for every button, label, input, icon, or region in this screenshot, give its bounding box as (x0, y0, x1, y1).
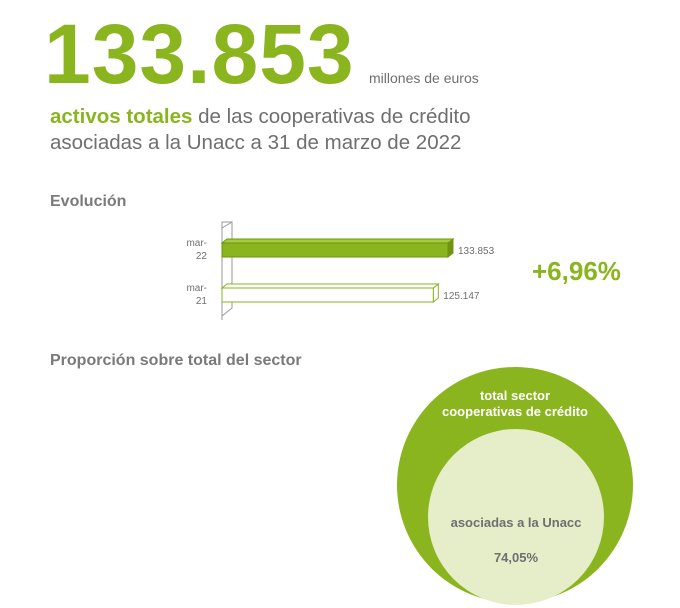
outer-label-line1: total sector (480, 388, 550, 403)
data-label-mar-22: 133.853 (458, 246, 495, 257)
bar-top-mar-22 (220, 238, 455, 244)
evolucion-title: Evolución (50, 193, 127, 210)
axis-top-edge (221, 221, 233, 229)
evolucion-change: +6,96% (532, 256, 621, 286)
evolucion-chart: 133.853 mar- 22 125.147 mar- 21 (186, 221, 495, 320)
proporcion-title: Proporción sobre total del sector (50, 352, 302, 369)
category-label-mar-22-1: 22 (196, 251, 208, 262)
headline-highlight: activos totales (50, 105, 193, 128)
proporcion-chart: total sector cooperativas de crédito aso… (397, 367, 633, 605)
data-label-mar-21: 125.147 (443, 291, 480, 302)
bar-mar-22 (221, 242, 449, 258)
inner-value: 74,05% (494, 550, 539, 565)
hero-value: 133.853 (44, 7, 355, 101)
category-label-mar-22-0: mar- (186, 238, 207, 249)
bar-chart-group: 133.853 mar- 22 125.147 mar- 21 (186, 221, 495, 320)
bar-top-mar-21 (220, 283, 440, 289)
headline-text: de las cooperativas de crédito asociadas… (50, 105, 471, 154)
category-label-mar-21-0: mar- (186, 283, 207, 294)
hero-headline: activos totales de las cooperativas de c… (50, 104, 510, 156)
inner-circle (428, 429, 604, 605)
category-label-mar-21-1: 21 (196, 296, 208, 307)
bar-mar-21 (221, 287, 434, 303)
inner-label: asociadas a la Unacc (451, 515, 582, 530)
hero-unit: millones de euros (369, 70, 479, 86)
outer-label-line2: cooperativas de crédito (442, 404, 588, 419)
